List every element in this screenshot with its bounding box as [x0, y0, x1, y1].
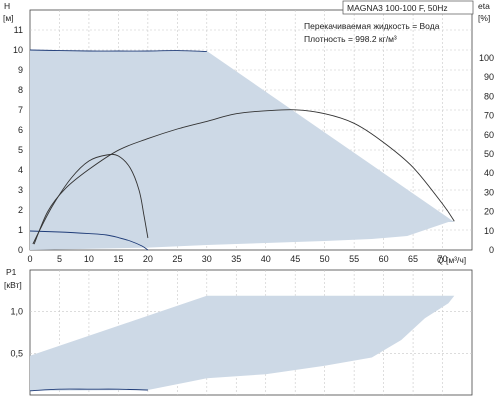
bottom-tick-labels: 0,5 1,0	[10, 307, 23, 359]
x-tick-label: 65	[408, 254, 418, 264]
x-tick-label: 70	[438, 254, 448, 264]
y-left-tick-label: 0	[18, 245, 23, 255]
x-tick-label: 0	[27, 254, 32, 264]
y-left-tick-label: 6	[18, 125, 23, 135]
y-right-tick-label: 80	[484, 91, 494, 101]
power-label-unit: [кВт]	[4, 280, 22, 290]
y-right-tick-label: 30	[484, 187, 494, 197]
x-axis-label: Q [м³/ч]	[437, 255, 466, 265]
y-left-tick-label: 7	[18, 105, 23, 115]
y-right-label-unit: [%]	[478, 13, 490, 23]
x-tick-label: 45	[290, 254, 300, 264]
x-tick-label: 50	[320, 254, 330, 264]
y-right-tick-label: 20	[484, 207, 494, 217]
power-tick-label: 1,0	[10, 307, 23, 317]
y-left-tick-label: 4	[18, 165, 23, 175]
x-tick-label: 10	[84, 254, 94, 264]
x-tick-label: 40	[261, 254, 271, 264]
power-tick-label: 0,5	[10, 348, 23, 358]
y-right-tick-label: 40	[484, 168, 494, 178]
fluid-note: Перекачиваемая жидкость = Вода	[304, 21, 440, 31]
x-tick-label: 25	[172, 254, 182, 264]
y-left-tick-label: 9	[18, 65, 23, 75]
y-left-tick-label: 1	[18, 225, 23, 235]
x-tick-label: 55	[349, 254, 359, 264]
title-box	[342, 0, 474, 15]
efficiency-curve	[33, 109, 455, 245]
y-right-tick-label: 10	[484, 226, 494, 236]
head-curve	[32, 153, 149, 245]
y-left-label-symbol: H	[4, 1, 10, 11]
x-tick-label: 60	[379, 254, 389, 264]
density-note: Плотность = 998.2 кг/м³	[304, 34, 397, 44]
operating-range-area	[30, 50, 455, 250]
y-left-tick-label: 5	[18, 145, 23, 155]
bottom-series	[29, 295, 455, 392]
chart-title: MAGNA3 100-100 F, 50Hz	[347, 3, 448, 13]
power-curve	[29, 388, 148, 392]
top-series	[29, 49, 455, 251]
y-left-label-unit: [м]	[3, 13, 14, 23]
y-right-tick-label: 0	[489, 245, 494, 255]
x-tick-label: 5	[57, 254, 62, 264]
head-curve	[29, 230, 149, 251]
y-left-tick-label: 8	[18, 85, 23, 95]
x-tick-label: 20	[143, 254, 153, 264]
x-tick-label: 30	[202, 254, 212, 264]
y-right-tick-label: 100	[479, 53, 494, 63]
power-range-area	[30, 295, 455, 391]
y-right-tick-label: 90	[484, 72, 494, 82]
power-label-symbol: P1	[6, 267, 17, 277]
x-tick-label: 15	[113, 254, 123, 264]
y-left-tick-label: 3	[18, 185, 23, 195]
y-left-tick-label: 10	[13, 45, 23, 55]
y-right-tick-label: 70	[484, 111, 494, 121]
y-right-tick-label: 50	[484, 149, 494, 159]
x-tick-label: 35	[231, 254, 241, 264]
y-right-label-symbol: eta	[478, 1, 490, 11]
top-tick-labels: 0 5 10 15 20 25 30 35 40 45 50 55 60 65 70012345678910…	[13, 25, 494, 264]
head-curve	[29, 49, 207, 53]
y-right-tick-label: 60	[484, 130, 494, 140]
y-left-tick-label: 2	[18, 205, 23, 215]
y-left-tick-label: 11	[14, 25, 23, 35]
